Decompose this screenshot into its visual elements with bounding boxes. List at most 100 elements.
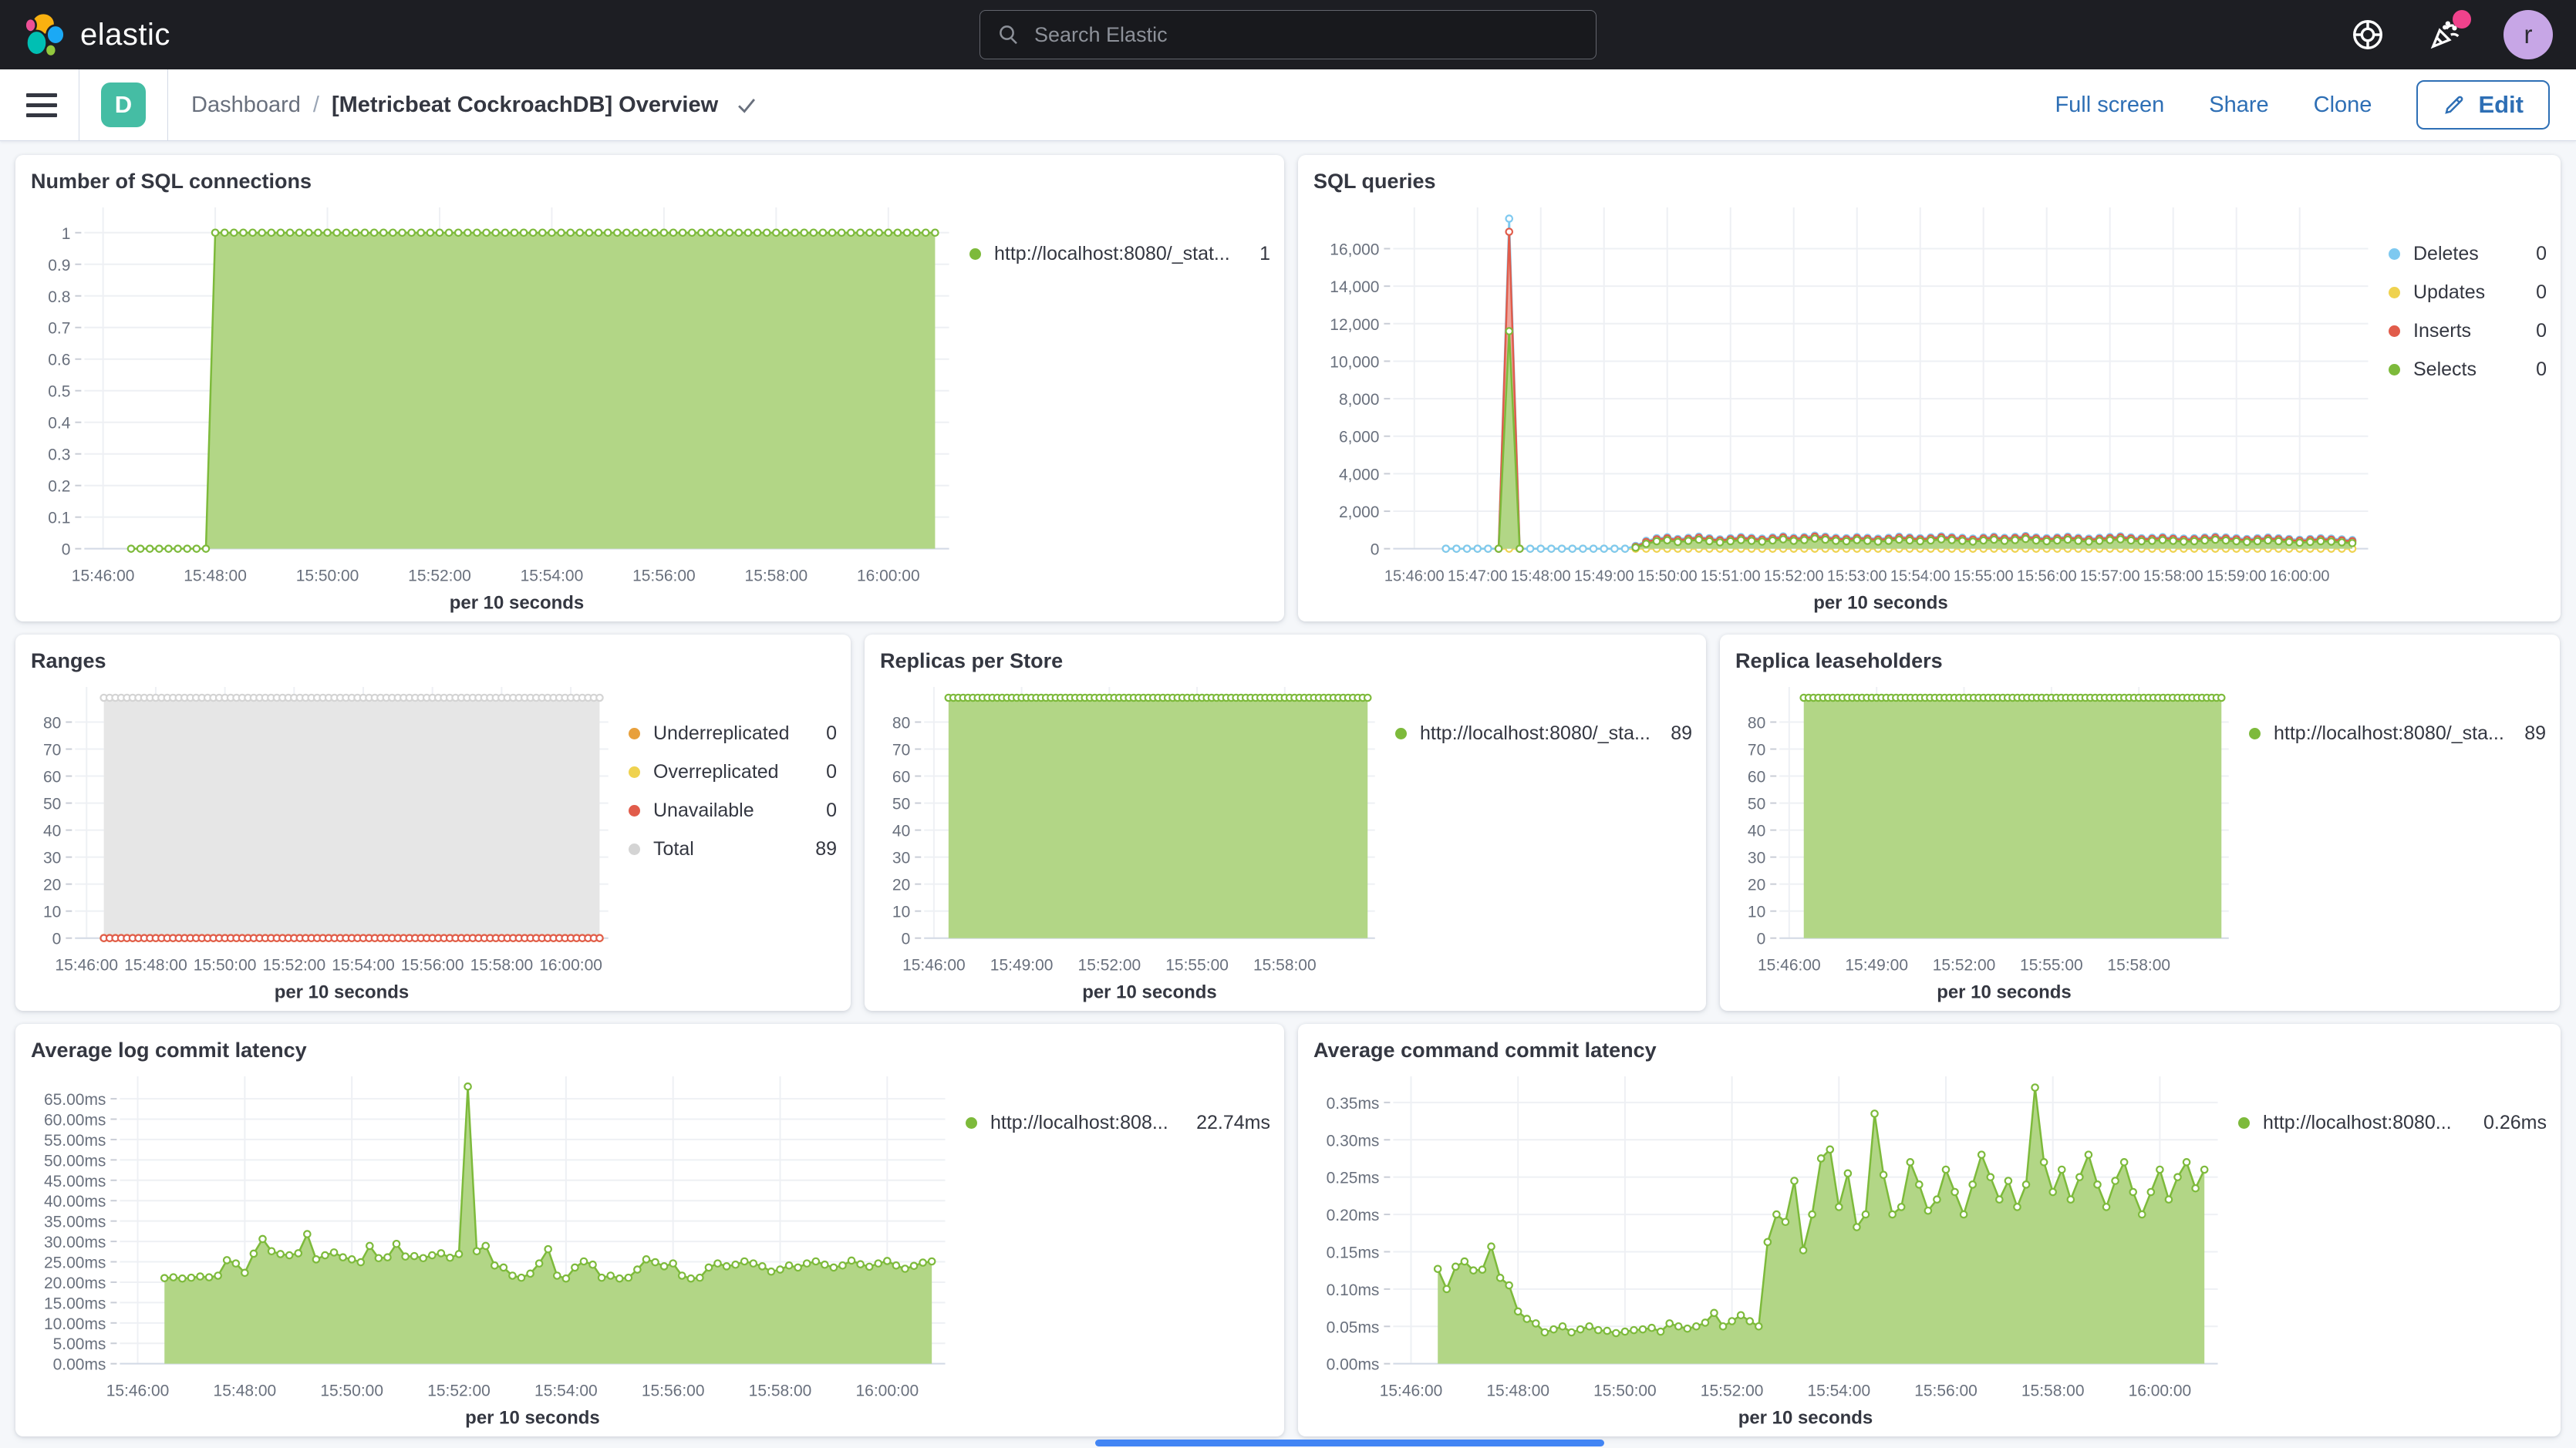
sql-queries-chart[interactable]: 15:46:00 15:47:00 15:48:00 15:49:00 15:50:00…: [1312, 195, 2389, 617]
legend-item[interactable]: Inserts 0: [2389, 320, 2547, 342]
panel-title[interactable]: Average command commit latency: [1313, 1039, 1657, 1062]
svg-text:15:46:00: 15:46:00: [55, 957, 118, 975]
legend-swatch: [2389, 325, 2400, 338]
svg-text:10: 10: [43, 904, 61, 921]
legend-item[interactable]: http://localhost:8080/_stat... 1: [969, 243, 1270, 265]
svg-text:50: 50: [43, 796, 61, 813]
legend-label: http://localhost:8080...: [2263, 1112, 2452, 1134]
svg-text:15:54:00: 15:54:00: [1890, 568, 1951, 585]
replicas-per-store-chart[interactable]: 15:46:00 15:49:00 15:52:00 15:55:00 15:58:00…: [878, 675, 1395, 1006]
legend-item[interactable]: http://localhost:8080/_sta... 89: [2249, 722, 2546, 745]
search-input[interactable]: [1033, 22, 1579, 48]
panel-title[interactable]: SQL queries: [1313, 170, 1436, 193]
svg-text:per 10 seconds: per 10 seconds: [450, 593, 585, 614]
legend-value: 0: [826, 722, 837, 745]
legend-item[interactable]: Underreplicated 0: [629, 722, 837, 745]
legend-item[interactable]: Selects 0: [2389, 359, 2547, 381]
legend-value: 0: [826, 761, 837, 783]
breadcrumb-separator: /: [312, 92, 319, 117]
breadcrumb-dashboard-link[interactable]: Dashboard: [191, 92, 301, 117]
svg-text:0.9: 0.9: [48, 257, 70, 274]
svg-text:20: 20: [43, 877, 61, 894]
legend-item[interactable]: http://localhost:8080/_sta... 89: [1395, 722, 1692, 745]
sql-connections-chart[interactable]: 15:46:00 15:48:00 15:50:00 15:52:00 15:54:00…: [29, 195, 969, 617]
svg-text:15:58:00: 15:58:00: [2021, 1382, 2085, 1400]
svg-text:0.7: 0.7: [48, 320, 70, 338]
svg-text:15:56:00: 15:56:00: [2017, 568, 2077, 585]
legend-item[interactable]: http://localhost:8080... 0.26ms: [2238, 1112, 2547, 1134]
svg-text:20: 20: [1748, 877, 1765, 894]
replica-leaseholders-chart[interactable]: 15:46:00 15:49:00 15:52:00 15:55:00 15:58:00…: [1734, 675, 2249, 1006]
legend-item[interactable]: Overreplicated 0: [629, 761, 837, 783]
panel-title[interactable]: Replica leaseholders: [1735, 649, 1943, 672]
svg-text:15:49:00: 15:49:00: [1574, 568, 1634, 585]
command-commit-latency-chart[interactable]: 15:46:00 15:48:00 15:50:00 15:52:00 15:54:00…: [1312, 1064, 2238, 1432]
svg-text:15:49:00: 15:49:00: [1845, 957, 1908, 975]
svg-text:per 10 seconds: per 10 seconds: [275, 982, 410, 1003]
ranges-chart[interactable]: 15:46:00 15:48:00 15:50:00 15:52:00 15:54:00…: [29, 675, 629, 1006]
svg-text:15:55:00: 15:55:00: [2020, 957, 2083, 975]
svg-text:15:52:00: 15:52:00: [427, 1382, 491, 1400]
svg-text:55.00ms: 55.00ms: [44, 1132, 106, 1150]
svg-text:15:53:00: 15:53:00: [1827, 568, 1887, 585]
svg-text:30: 30: [1748, 850, 1765, 867]
svg-text:15:56:00: 15:56:00: [401, 957, 464, 975]
panel-title[interactable]: Average log commit latency: [31, 1039, 307, 1062]
legend-value: 0: [2536, 281, 2547, 304]
chart-legend: http://localhost:8080... 0.26ms: [2238, 1064, 2547, 1432]
global-search[interactable]: [979, 10, 1597, 59]
edit-button[interactable]: Edit: [2416, 80, 2550, 130]
legend-swatch: [969, 248, 981, 261]
panel-sql-queries: SQL queries 15:46:00 15:47:00 15:48:00 15:4…: [1298, 155, 2561, 621]
full-screen-button[interactable]: Full screen: [2055, 92, 2165, 117]
dashboard-grid: Number of SQL connections 15:46:00 15:48:…: [0, 141, 2576, 1436]
check-icon[interactable]: [733, 92, 760, 118]
svg-text:15:52:00: 15:52:00: [408, 567, 471, 585]
panel-title[interactable]: Replicas per Store: [880, 649, 1064, 672]
help-button[interactable]: [2349, 16, 2386, 53]
legend-item[interactable]: Updates 0: [2389, 281, 2547, 304]
svg-text:15:55:00: 15:55:00: [1165, 957, 1229, 975]
legend-label: Overreplicated: [653, 761, 779, 783]
svg-text:15:49:00: 15:49:00: [990, 957, 1054, 975]
svg-text:45.00ms: 45.00ms: [44, 1173, 106, 1190]
dashboard-badge[interactable]: D: [101, 83, 146, 127]
legend-swatch: [629, 766, 640, 779]
svg-text:15:57:00: 15:57:00: [2080, 568, 2140, 585]
panel-ranges: Ranges 15:46:00 15:48:00 15:50:00 15:52:00 1…: [15, 635, 851, 1011]
clone-button[interactable]: Clone: [2313, 92, 2372, 117]
log-commit-latency-chart[interactable]: 15:46:00 15:48:00 15:50:00 15:52:00 15:54:00…: [29, 1064, 966, 1432]
svg-text:80: 80: [892, 715, 910, 732]
svg-text:15:58:00: 15:58:00: [745, 567, 808, 585]
elastic-logo[interactable]: elastic: [23, 12, 170, 58]
svg-text:15:56:00: 15:56:00: [642, 1382, 705, 1400]
svg-text:16,000: 16,000: [1330, 241, 1379, 259]
svg-text:16:00:00: 16:00:00: [2270, 568, 2330, 585]
panel-title[interactable]: Ranges: [31, 649, 106, 672]
legend-item[interactable]: Unavailable 0: [629, 800, 837, 822]
legend-item[interactable]: Deletes 0: [2389, 243, 2547, 265]
legend-value: 0: [826, 800, 837, 822]
svg-text:50.00ms: 50.00ms: [44, 1153, 106, 1170]
svg-text:30.00ms: 30.00ms: [44, 1234, 106, 1251]
legend-label: http://localhost:8080/_sta...: [2274, 722, 2504, 745]
user-avatar[interactable]: r: [2504, 10, 2553, 59]
horizontal-scrollbar-thumb[interactable]: [1095, 1440, 1604, 1446]
svg-text:60: 60: [43, 769, 61, 786]
svg-text:15:46:00: 15:46:00: [902, 957, 966, 975]
svg-text:15:46:00: 15:46:00: [1384, 568, 1445, 585]
chart-legend: http://localhost:808... 22.74ms: [966, 1064, 1270, 1432]
menu-icon[interactable]: [26, 93, 57, 117]
panel-title[interactable]: Number of SQL connections: [31, 170, 312, 193]
chart-legend: http://localhost:8080/_sta... 89: [2249, 675, 2546, 1006]
svg-text:15:52:00: 15:52:00: [1933, 957, 1996, 975]
svg-text:0.00ms: 0.00ms: [53, 1356, 106, 1374]
news-feed-button[interactable]: [2426, 10, 2471, 53]
svg-text:70: 70: [892, 742, 910, 759]
legend-item[interactable]: Total 89: [629, 838, 837, 860]
legend-item[interactable]: http://localhost:808... 22.74ms: [966, 1112, 1270, 1134]
panel-average-command-commit-latency: Average command commit latency 15:46:00 1…: [1298, 1024, 2561, 1436]
share-button[interactable]: Share: [2209, 92, 2269, 117]
page-title[interactable]: [Metricbeat CockroachDB] Overview: [331, 92, 719, 117]
svg-text:0.05ms: 0.05ms: [1327, 1319, 1380, 1337]
